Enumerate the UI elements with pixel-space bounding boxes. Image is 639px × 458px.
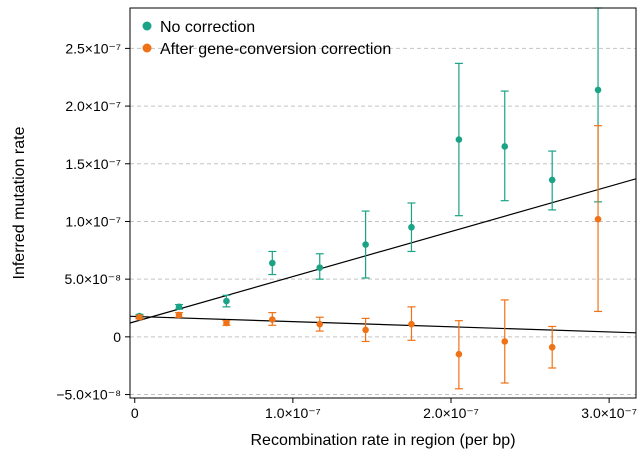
x-axis-title: Recombination rate in region (per bp) <box>250 432 515 449</box>
data-point <box>316 320 324 328</box>
legend-label-gene-conversion: After gene-conversion correction <box>160 41 391 58</box>
data-point <box>136 313 143 321</box>
error-bars <box>135 7 603 390</box>
y-tick-label: 5.0×10⁻⁸ <box>64 271 121 287</box>
x-tick-label: 0 <box>131 405 139 421</box>
data-point <box>269 316 276 323</box>
legend-marker-no-correction <box>142 21 152 31</box>
y-tick-label: 0 <box>113 329 121 345</box>
data-point <box>362 326 369 334</box>
plot-frame <box>129 7 637 399</box>
legend: No correction After gene-conversion corr… <box>142 19 391 58</box>
fit-line <box>129 178 637 324</box>
legend-label-no-correction: No correction <box>160 19 255 36</box>
data-point <box>455 136 463 143</box>
data-point <box>175 311 183 319</box>
data-point <box>548 343 556 351</box>
data-point <box>175 303 183 311</box>
y-axis-title: Inferred mutation rate <box>11 126 28 279</box>
y-tick-label: 1.0×10⁻⁷ <box>65 213 121 229</box>
data-point <box>548 176 556 184</box>
gridlines <box>130 47 636 396</box>
data-point <box>408 223 415 231</box>
fit-lines <box>129 178 637 334</box>
x-tick-label: 3.0×10⁻⁷ <box>581 405 637 421</box>
x-tick-label: 1.0×10⁻⁷ <box>265 405 321 421</box>
y-tick-label: 2.5×10⁻⁷ <box>65 40 121 56</box>
y-tick-label: 2.0×10⁻⁷ <box>65 98 121 114</box>
data-point <box>594 215 602 223</box>
data-point <box>594 86 602 94</box>
x-tick-label: 2.0×10⁻⁷ <box>423 405 479 421</box>
y-tick-label: −5.0×10⁻⁸ <box>56 387 121 403</box>
data-point <box>223 297 230 305</box>
x-axis-ticks: 0 1.0×10⁻⁷ 2.0×10⁻⁷ 3.0×10⁻⁷ <box>131 398 637 421</box>
data-point <box>223 319 230 327</box>
data-point <box>269 259 276 267</box>
data-point <box>362 241 369 248</box>
y-tick-label: 1.5×10⁻⁷ <box>65 156 121 172</box>
y-axis-ticks: −5.0×10⁻⁸ 0 5.0×10⁻⁸ 1.0×10⁻⁷ 1.5×10⁻⁷ 2.0×10… <box>56 40 130 403</box>
fit-line <box>129 315 637 334</box>
legend-marker-gene-conversion <box>142 43 152 53</box>
data-point <box>408 320 415 328</box>
data-points <box>136 86 602 358</box>
data-point <box>316 264 324 271</box>
data-point <box>501 338 509 345</box>
data-point <box>455 350 463 358</box>
data-point <box>501 143 509 150</box>
